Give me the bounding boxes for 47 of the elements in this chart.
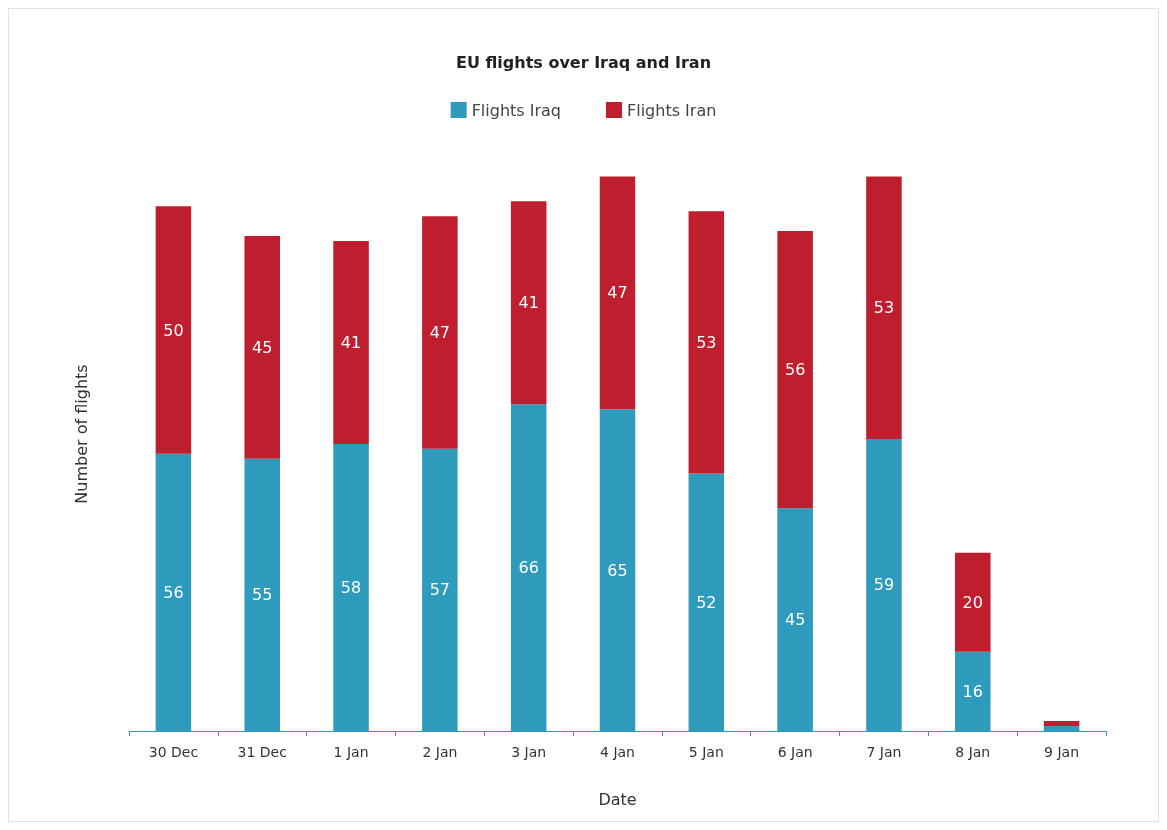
bar (777, 231, 813, 509)
data-label: 66 (518, 558, 539, 578)
x-tick-label: 1 Jan (333, 744, 369, 760)
bar (155, 206, 192, 454)
bar (866, 176, 902, 439)
data-label: 65 (607, 560, 628, 580)
data-label: 57 (429, 580, 451, 600)
data-label: 53 (696, 332, 717, 352)
x-tick-label: 31 Dec (237, 744, 287, 760)
data-label: 47 (607, 283, 628, 303)
x-tick-label: 2 Jan (422, 744, 458, 760)
data-label: 45 (784, 610, 806, 630)
legend-label: Flights Iran (627, 100, 717, 120)
data-label: 41 (340, 332, 362, 352)
y-axis-title: Number of flights (71, 364, 91, 504)
data-label: 52 (696, 592, 717, 612)
bar (688, 211, 725, 474)
legend-label: Flights Iraq (471, 100, 562, 120)
bar (599, 176, 636, 410)
data-label: 45 (252, 337, 273, 357)
data-label: 20 (962, 592, 983, 612)
data-label: 59 (873, 575, 895, 595)
data-label: 55 (252, 585, 273, 605)
x-tick-label: 8 Jan (955, 744, 991, 760)
bar (510, 201, 547, 405)
x-tick-label: 4 Jan (600, 744, 635, 760)
data-label: 53 (873, 298, 895, 318)
bar (333, 240, 369, 444)
data-label: 50 (163, 320, 184, 340)
x-tick-label: 3 Jan (511, 744, 547, 760)
bar (1043, 721, 1080, 727)
x-tick-label: 7 Jan (866, 744, 902, 760)
x-tick-label: 30 Dec (148, 744, 199, 760)
chart-title: EU flights over Iraq and Iran (455, 52, 712, 72)
data-label: 56 (163, 582, 184, 602)
bar (422, 216, 458, 449)
x-axis-title: Date (598, 789, 637, 809)
data-label: 16 (962, 681, 983, 701)
data-label: 41 (518, 293, 539, 313)
bar (955, 552, 991, 652)
x-tick-label: 6 Jan (777, 744, 813, 760)
data-label: 56 (784, 360, 806, 380)
bar (244, 236, 280, 459)
data-label: 47 (429, 323, 451, 343)
data-label: 58 (340, 577, 362, 597)
x-tick-label: 9 Jan (1044, 744, 1080, 760)
x-tick-label: 5 Jan (688, 744, 724, 760)
